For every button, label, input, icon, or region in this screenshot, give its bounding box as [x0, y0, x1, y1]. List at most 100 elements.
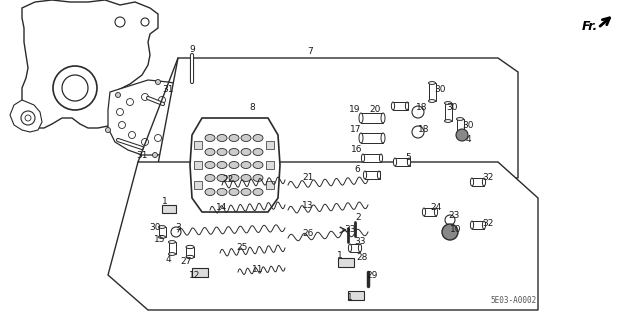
Ellipse shape — [217, 149, 227, 155]
Text: 1: 1 — [347, 293, 353, 302]
Bar — [363, 154, 381, 162]
Ellipse shape — [483, 221, 486, 229]
Ellipse shape — [241, 189, 251, 196]
Bar — [350, 244, 360, 252]
Text: 19: 19 — [349, 106, 361, 115]
Circle shape — [115, 17, 125, 27]
Text: 8: 8 — [249, 103, 255, 113]
Bar — [361, 133, 383, 143]
Ellipse shape — [253, 189, 263, 196]
Ellipse shape — [205, 149, 215, 155]
Text: 4: 4 — [465, 136, 471, 145]
Bar — [194, 141, 202, 149]
Text: 30: 30 — [149, 224, 161, 233]
Circle shape — [62, 75, 88, 101]
Ellipse shape — [380, 154, 383, 162]
Bar — [445, 103, 451, 121]
Text: 17: 17 — [350, 125, 362, 135]
Text: 1: 1 — [162, 197, 168, 206]
Ellipse shape — [217, 135, 227, 142]
Circle shape — [106, 128, 111, 132]
Ellipse shape — [359, 133, 363, 143]
Text: 26: 26 — [302, 229, 314, 239]
Text: 31: 31 — [163, 85, 173, 94]
Ellipse shape — [405, 102, 408, 110]
Text: 16: 16 — [351, 145, 363, 154]
Ellipse shape — [205, 189, 215, 196]
Ellipse shape — [456, 136, 463, 138]
Ellipse shape — [362, 154, 365, 162]
Text: 13: 13 — [302, 201, 314, 210]
Ellipse shape — [229, 174, 239, 182]
Circle shape — [25, 115, 31, 121]
Circle shape — [129, 131, 136, 138]
Bar — [194, 161, 202, 169]
Text: 23: 23 — [448, 211, 460, 219]
Text: 4: 4 — [165, 256, 171, 264]
Ellipse shape — [241, 174, 251, 182]
Circle shape — [141, 18, 149, 26]
Ellipse shape — [445, 101, 451, 104]
Polygon shape — [108, 162, 538, 310]
Text: 3: 3 — [175, 224, 181, 233]
Text: 28: 28 — [356, 254, 368, 263]
Text: 6: 6 — [354, 166, 360, 174]
Ellipse shape — [392, 102, 395, 110]
Text: 22: 22 — [222, 175, 234, 184]
Text: 18: 18 — [416, 102, 428, 112]
Text: 9: 9 — [189, 46, 195, 55]
Ellipse shape — [381, 133, 385, 143]
Text: 21: 21 — [302, 174, 314, 182]
Text: 30: 30 — [462, 122, 474, 130]
Text: 15: 15 — [154, 235, 166, 244]
Circle shape — [442, 224, 458, 240]
Bar — [168, 242, 175, 254]
Circle shape — [152, 152, 157, 158]
Bar — [472, 178, 484, 186]
Circle shape — [115, 93, 120, 98]
Text: 24: 24 — [430, 203, 442, 211]
Ellipse shape — [205, 135, 215, 142]
Ellipse shape — [253, 149, 263, 155]
Polygon shape — [22, 0, 158, 128]
Ellipse shape — [253, 161, 263, 168]
Ellipse shape — [445, 120, 451, 122]
Circle shape — [168, 127, 175, 133]
Ellipse shape — [241, 161, 251, 168]
Circle shape — [412, 106, 424, 118]
Circle shape — [116, 108, 124, 115]
Bar — [393, 102, 408, 110]
Circle shape — [159, 97, 166, 103]
Bar — [162, 205, 176, 213]
Ellipse shape — [229, 161, 239, 168]
Polygon shape — [10, 100, 42, 132]
Ellipse shape — [483, 178, 486, 186]
Ellipse shape — [229, 149, 239, 155]
Polygon shape — [158, 58, 518, 178]
Text: 14: 14 — [216, 203, 228, 211]
Bar — [186, 247, 194, 257]
Circle shape — [412, 126, 424, 138]
Ellipse shape — [394, 158, 397, 166]
Text: Fr.: Fr. — [582, 20, 598, 33]
Text: 10: 10 — [451, 226, 461, 234]
Bar — [159, 227, 166, 237]
Bar — [192, 268, 208, 277]
Ellipse shape — [378, 171, 381, 179]
Ellipse shape — [435, 208, 438, 216]
Text: 25: 25 — [236, 243, 248, 253]
Text: 12: 12 — [189, 271, 201, 280]
Bar — [472, 221, 484, 229]
Bar — [266, 161, 274, 169]
Ellipse shape — [253, 174, 263, 182]
Ellipse shape — [422, 208, 426, 216]
Text: 33: 33 — [355, 238, 365, 247]
Ellipse shape — [217, 174, 227, 182]
Ellipse shape — [358, 244, 362, 252]
Ellipse shape — [429, 100, 435, 102]
Circle shape — [21, 111, 35, 125]
Bar — [424, 208, 436, 216]
Ellipse shape — [229, 189, 239, 196]
Ellipse shape — [241, 135, 251, 142]
Ellipse shape — [159, 226, 166, 228]
